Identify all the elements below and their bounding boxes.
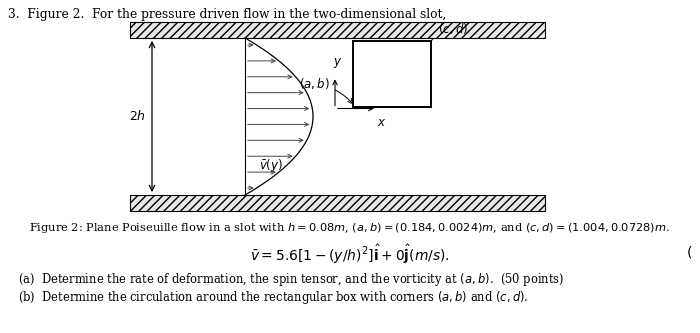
Text: (: ( xyxy=(687,246,692,260)
Text: $2h$: $2h$ xyxy=(130,110,146,124)
Text: (b)  Determine the circulation around the rectangular box with corners $(a,b)$ a: (b) Determine the circulation around the… xyxy=(18,289,528,306)
Text: 3.  Figure 2.  For the pressure driven flow in the two-dimensional slot,: 3. Figure 2. For the pressure driven flo… xyxy=(8,8,447,21)
Text: $\bar{v}(y)$: $\bar{v}(y)$ xyxy=(259,157,283,173)
Text: $(a,b)$: $(a,b)$ xyxy=(299,76,353,104)
Bar xyxy=(130,22,545,38)
Text: $(c,d)$: $(c,d)$ xyxy=(431,22,468,41)
Text: $x$: $x$ xyxy=(377,116,386,129)
Text: $\bar{v} = 5.6\left[1-(y/h)^2\right]\hat{\mathbf{i}} + 0\hat{\mathbf{j}}(m/s).$: $\bar{v} = 5.6\left[1-(y/h)^2\right]\hat… xyxy=(250,243,450,266)
Text: $y$: $y$ xyxy=(333,57,343,71)
Bar xyxy=(353,41,431,107)
Bar xyxy=(130,195,545,211)
Text: (a)  Determine the rate of deformation, the spin tensor, and the vorticity at $(: (a) Determine the rate of deformation, t… xyxy=(18,271,564,288)
Text: Figure 2: Plane Poiseuille flow in a slot with $h=0.08m$, $(a,b)=(0.184,0.0024)m: Figure 2: Plane Poiseuille flow in a slo… xyxy=(29,221,671,235)
Bar xyxy=(130,38,545,195)
